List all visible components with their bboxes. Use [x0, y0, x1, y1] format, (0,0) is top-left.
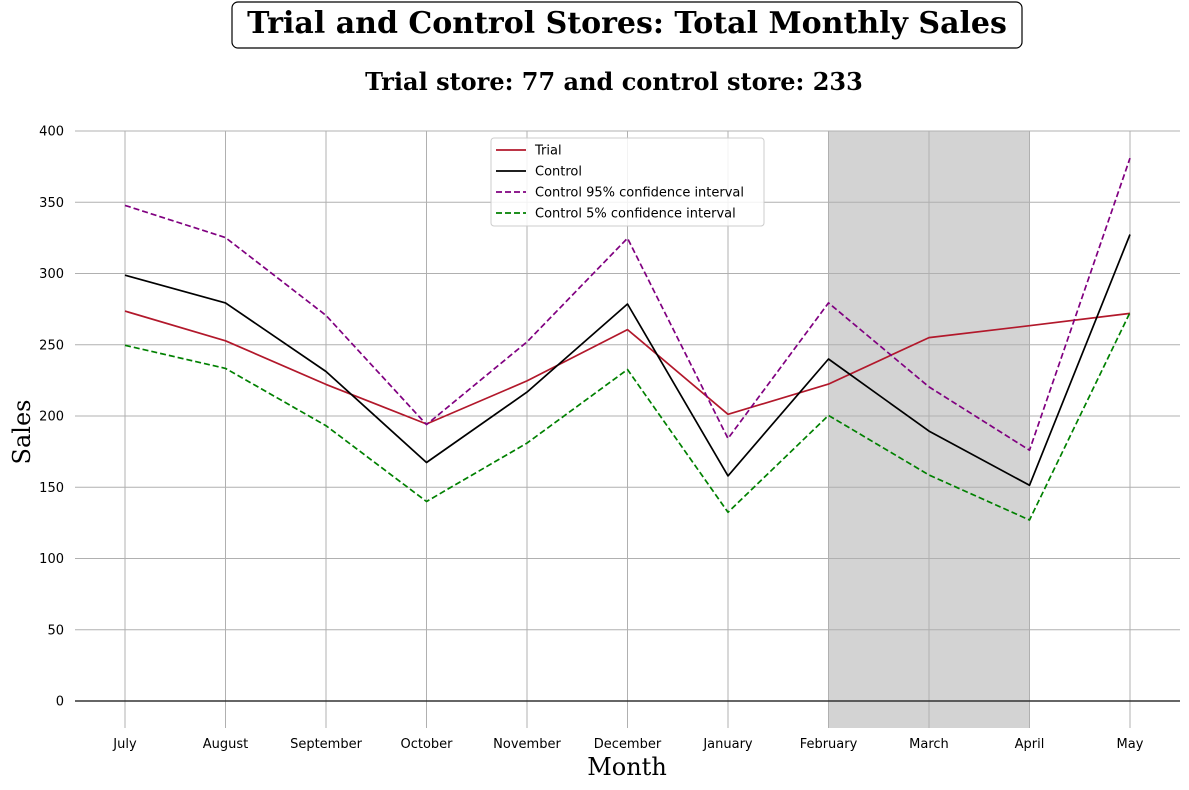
x-tick-label: May	[1117, 737, 1144, 752]
y-tick-label: 50	[47, 623, 64, 638]
y-tick-label: 250	[39, 338, 64, 353]
x-tick-label: November	[493, 737, 561, 752]
x-tick-label: October	[400, 737, 453, 752]
chart-title-box	[231, 1, 1023, 49]
legend-label: Control 95% confidence interval	[535, 186, 744, 201]
x-tick-label: December	[594, 737, 662, 752]
legend-label: Trial	[534, 144, 562, 159]
x-tick-label: April	[1015, 737, 1045, 752]
legend-label: Control	[535, 165, 582, 180]
chart-subtitle: Trial store: 77 and control store: 233	[365, 67, 863, 96]
y-tick-label: 200	[39, 410, 64, 425]
y-tick-label: 100	[39, 552, 64, 567]
legend-box	[490, 137, 765, 227]
x-tick-label: March	[909, 737, 949, 752]
x-tick-label: September	[290, 737, 363, 752]
x-tick-label: February	[800, 737, 858, 752]
x-tick-label: January	[702, 737, 753, 752]
series-line-2	[124, 234, 1131, 487]
series-line-1	[124, 310, 1131, 425]
series-line-4	[124, 312, 1131, 521]
y-tick-label: 0	[56, 695, 64, 710]
y-tick-label: 400	[39, 125, 64, 140]
series-line-3	[124, 157, 1131, 452]
legend-label: Control 5% confidence interval	[535, 207, 736, 222]
x-tick-label: July	[112, 737, 137, 752]
y-tick-label: 150	[39, 481, 64, 496]
x-tick-label: August	[203, 737, 249, 752]
chart-title: Trial and Control Stores: Total Monthly …	[247, 6, 1007, 41]
y-axis-label: Sales	[8, 400, 36, 465]
x-axis-label: Month	[587, 753, 667, 781]
y-tick-label: 300	[39, 267, 64, 282]
legend: Trial Control Control 95% confidence inter…	[490, 137, 765, 227]
y-tick-label: 350	[39, 196, 64, 211]
